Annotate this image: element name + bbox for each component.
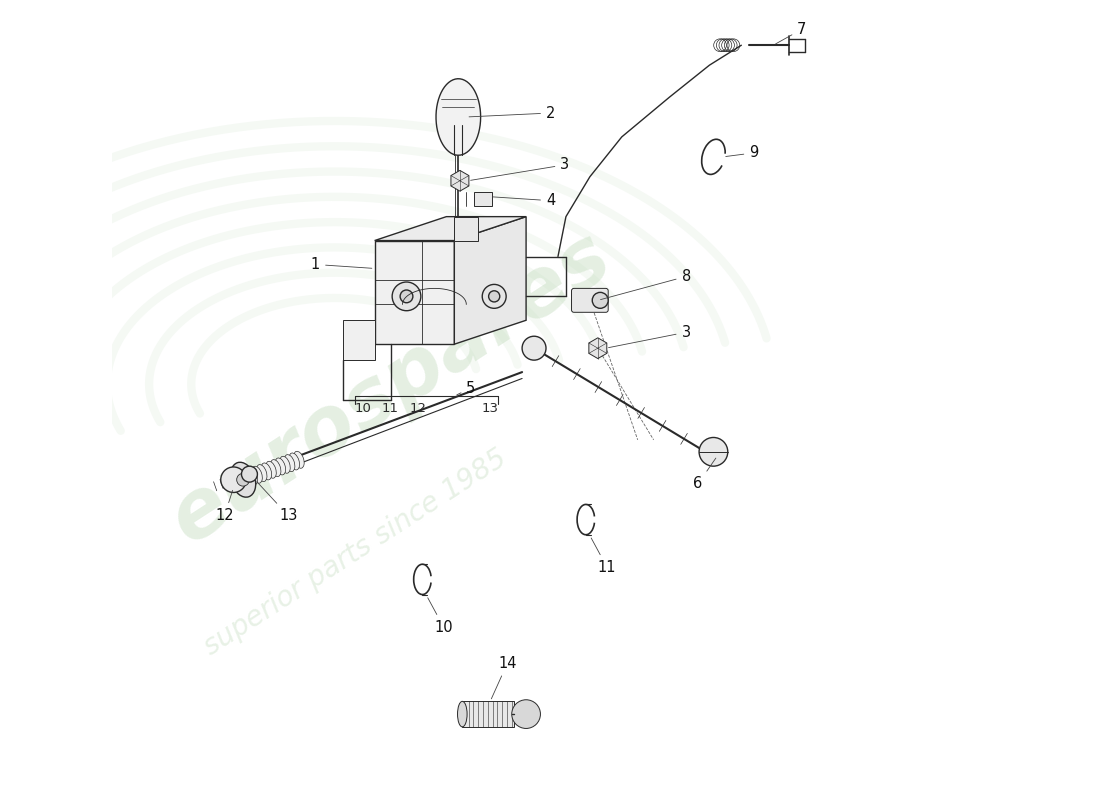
Polygon shape bbox=[436, 78, 481, 155]
Ellipse shape bbox=[242, 470, 253, 486]
Text: 9: 9 bbox=[726, 146, 759, 160]
Text: 11: 11 bbox=[382, 402, 399, 415]
Polygon shape bbox=[375, 241, 454, 344]
Ellipse shape bbox=[279, 456, 290, 474]
Ellipse shape bbox=[266, 462, 276, 478]
Ellipse shape bbox=[261, 463, 272, 480]
Text: 10: 10 bbox=[354, 402, 371, 415]
FancyBboxPatch shape bbox=[572, 288, 608, 312]
Ellipse shape bbox=[230, 462, 255, 497]
Text: 14: 14 bbox=[492, 655, 517, 699]
Text: 12: 12 bbox=[410, 402, 427, 415]
FancyBboxPatch shape bbox=[474, 192, 492, 206]
Circle shape bbox=[482, 285, 506, 308]
Ellipse shape bbox=[289, 453, 299, 470]
Circle shape bbox=[392, 282, 421, 310]
Ellipse shape bbox=[271, 460, 281, 477]
Polygon shape bbox=[588, 338, 607, 358]
Circle shape bbox=[522, 336, 546, 360]
Ellipse shape bbox=[284, 454, 295, 471]
Text: 12: 12 bbox=[216, 490, 234, 523]
Text: 3: 3 bbox=[608, 325, 691, 348]
Text: eurospares: eurospares bbox=[155, 218, 625, 561]
Ellipse shape bbox=[252, 466, 262, 483]
Text: 7: 7 bbox=[776, 22, 806, 44]
Circle shape bbox=[236, 474, 250, 486]
Text: superior parts since 1985: superior parts since 1985 bbox=[199, 444, 513, 661]
Text: 13: 13 bbox=[482, 402, 498, 415]
Polygon shape bbox=[375, 217, 526, 241]
Text: 3: 3 bbox=[471, 158, 570, 180]
Text: 13: 13 bbox=[257, 482, 297, 523]
Polygon shape bbox=[451, 170, 469, 191]
Polygon shape bbox=[454, 217, 478, 241]
Text: 11: 11 bbox=[591, 538, 616, 575]
Ellipse shape bbox=[294, 451, 305, 468]
Circle shape bbox=[400, 290, 412, 302]
Circle shape bbox=[512, 700, 540, 729]
Text: 4: 4 bbox=[493, 193, 556, 208]
Ellipse shape bbox=[248, 468, 257, 485]
Circle shape bbox=[221, 467, 246, 493]
Text: 10: 10 bbox=[428, 598, 453, 634]
Text: 1: 1 bbox=[311, 257, 372, 272]
Text: 8: 8 bbox=[601, 269, 691, 300]
Circle shape bbox=[242, 466, 257, 482]
Ellipse shape bbox=[256, 465, 267, 482]
Polygon shape bbox=[454, 217, 526, 344]
FancyBboxPatch shape bbox=[462, 702, 514, 727]
Circle shape bbox=[700, 438, 728, 466]
Ellipse shape bbox=[458, 702, 468, 727]
Ellipse shape bbox=[275, 458, 286, 475]
Text: 6: 6 bbox=[693, 458, 716, 491]
Text: 2: 2 bbox=[469, 106, 556, 121]
Circle shape bbox=[592, 292, 608, 308]
Circle shape bbox=[488, 290, 499, 302]
Polygon shape bbox=[343, 320, 375, 360]
Text: 5: 5 bbox=[456, 381, 475, 395]
